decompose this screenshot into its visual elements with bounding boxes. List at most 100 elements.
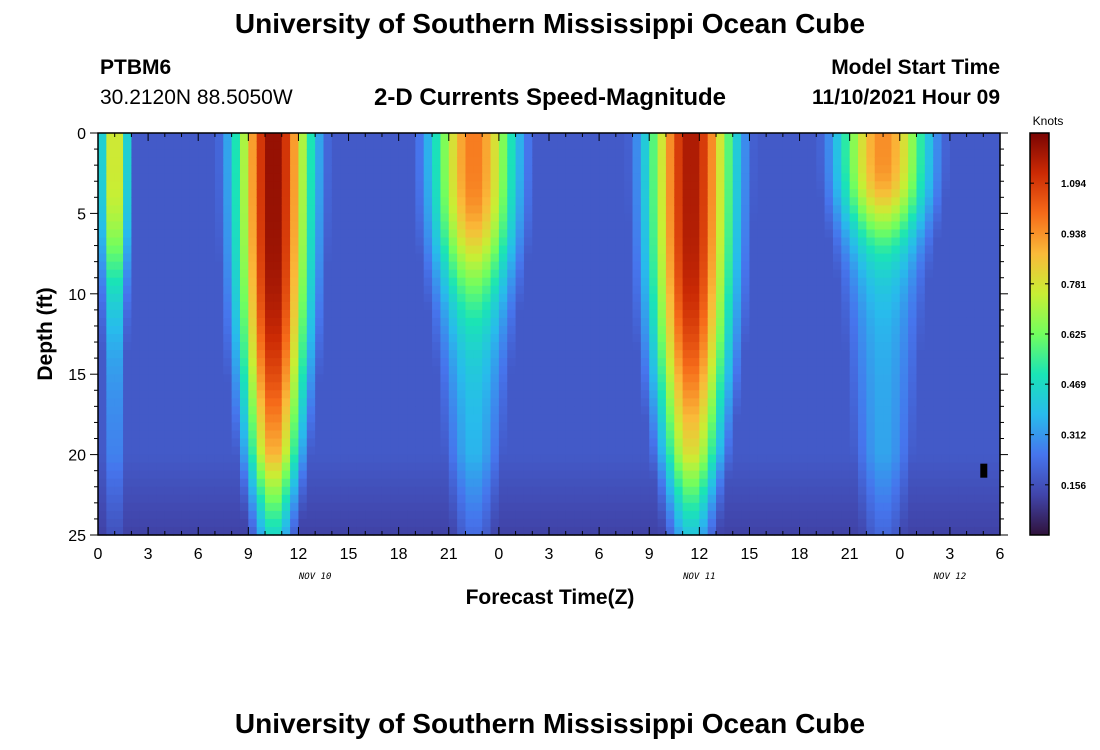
heatmap-cell bbox=[315, 526, 325, 536]
heatmap-cell bbox=[181, 221, 191, 231]
heatmap-cell bbox=[206, 486, 216, 496]
heatmap-cell bbox=[432, 309, 442, 319]
heatmap-cell bbox=[365, 133, 375, 142]
heatmap-cell bbox=[256, 486, 266, 496]
heatmap-cell bbox=[799, 398, 809, 407]
heatmap-cell bbox=[432, 157, 442, 166]
heatmap-cell bbox=[340, 173, 350, 182]
heatmap-cell bbox=[390, 382, 400, 391]
heatmap-cell bbox=[440, 293, 450, 303]
heatmap-cell bbox=[816, 269, 826, 279]
heatmap-cell bbox=[131, 406, 141, 415]
heatmap-cell bbox=[924, 454, 934, 464]
heatmap-cell bbox=[724, 165, 734, 174]
heatmap-cell bbox=[381, 165, 391, 174]
heatmap-cell bbox=[189, 237, 199, 247]
heatmap-cell bbox=[891, 438, 901, 448]
heatmap-cell bbox=[214, 350, 224, 359]
heatmap-cell bbox=[156, 414, 166, 424]
heatmap-cell bbox=[690, 334, 700, 343]
heatmap-cell bbox=[565, 293, 575, 303]
heatmap-cell bbox=[741, 462, 751, 472]
heatmap-cell bbox=[114, 518, 124, 528]
heatmap-cell bbox=[331, 438, 341, 448]
heatmap-cell bbox=[432, 141, 442, 150]
heatmap-cell bbox=[273, 309, 283, 319]
heatmap-cell bbox=[690, 430, 700, 440]
heatmap-cell bbox=[457, 486, 467, 496]
heatmap-cell bbox=[465, 358, 475, 367]
heatmap-cell bbox=[916, 157, 926, 166]
heatmap-cell bbox=[164, 317, 174, 327]
heatmap-cell bbox=[306, 165, 316, 174]
heatmap-cell bbox=[699, 526, 709, 536]
heatmap-cell bbox=[549, 374, 558, 383]
heatmap-cell bbox=[206, 422, 216, 432]
heatmap-cell bbox=[214, 446, 224, 456]
heatmap-cell bbox=[724, 173, 734, 182]
heatmap-cell bbox=[298, 221, 308, 231]
heatmap-cell bbox=[899, 494, 909, 504]
heatmap-cell bbox=[390, 478, 400, 488]
heatmap-cell bbox=[482, 502, 492, 512]
heatmap-cell bbox=[239, 398, 249, 407]
heatmap-cell bbox=[782, 398, 792, 407]
heatmap-cell bbox=[749, 285, 759, 295]
heatmap-cell bbox=[791, 374, 801, 383]
heatmap-cell bbox=[256, 253, 266, 263]
heatmap-cell bbox=[340, 470, 350, 480]
heatmap-cell bbox=[540, 301, 550, 311]
heatmap-cell bbox=[791, 454, 801, 464]
heatmap-cell bbox=[206, 189, 216, 198]
heatmap-cell bbox=[615, 374, 625, 383]
heatmap-cell bbox=[256, 277, 266, 287]
heatmap-cell bbox=[849, 430, 859, 440]
heatmap-cell bbox=[98, 309, 107, 319]
heatmap-cell bbox=[549, 165, 558, 174]
heatmap-cell bbox=[649, 285, 659, 295]
heatmap-cell bbox=[532, 414, 542, 424]
heatmap-cell bbox=[457, 342, 467, 351]
heatmap-cell bbox=[457, 173, 467, 182]
heatmap-cell bbox=[649, 430, 659, 440]
heatmap-cell bbox=[824, 438, 834, 448]
heatmap-cell bbox=[440, 422, 450, 432]
heatmap-cell bbox=[356, 213, 366, 223]
heatmap-cell bbox=[148, 285, 158, 295]
heatmap-cell bbox=[123, 462, 133, 472]
heatmap-cell bbox=[716, 269, 725, 279]
heatmap-cell bbox=[139, 438, 149, 448]
heatmap-cell bbox=[707, 334, 717, 343]
heatmap-cell bbox=[799, 285, 809, 295]
heatmap-cell bbox=[223, 518, 233, 528]
heatmap-cell bbox=[858, 317, 867, 327]
heatmap-cell bbox=[816, 205, 826, 214]
heatmap-cell bbox=[741, 317, 751, 327]
heatmap-cell bbox=[356, 454, 366, 464]
heatmap-cell bbox=[624, 205, 634, 214]
heatmap-cell bbox=[540, 334, 550, 343]
heatmap-cell bbox=[899, 261, 909, 271]
heatmap-cell bbox=[381, 213, 391, 223]
heatmap-cell bbox=[265, 518, 274, 528]
heatmap-cell bbox=[624, 374, 634, 383]
heatmap-cell bbox=[164, 518, 174, 528]
heatmap-cell bbox=[223, 446, 233, 456]
heatmap-cell bbox=[498, 197, 508, 206]
heatmap-cell bbox=[774, 414, 784, 424]
heatmap-cell bbox=[549, 406, 558, 415]
heatmap-cell bbox=[640, 438, 650, 448]
heatmap-cell bbox=[732, 350, 742, 359]
heatmap-cell bbox=[106, 133, 116, 142]
heatmap-cell bbox=[816, 494, 826, 504]
heatmap-cell bbox=[774, 526, 784, 536]
heatmap-cell bbox=[498, 165, 508, 174]
heatmap-cell bbox=[766, 221, 776, 231]
heatmap-cell bbox=[498, 181, 508, 190]
heatmap-cell bbox=[507, 366, 517, 375]
heatmap-cell bbox=[181, 430, 191, 440]
heatmap-cell bbox=[774, 285, 784, 295]
heatmap-cell bbox=[874, 221, 884, 231]
heatmap-cell bbox=[398, 237, 408, 247]
heatmap-cell bbox=[523, 149, 533, 158]
